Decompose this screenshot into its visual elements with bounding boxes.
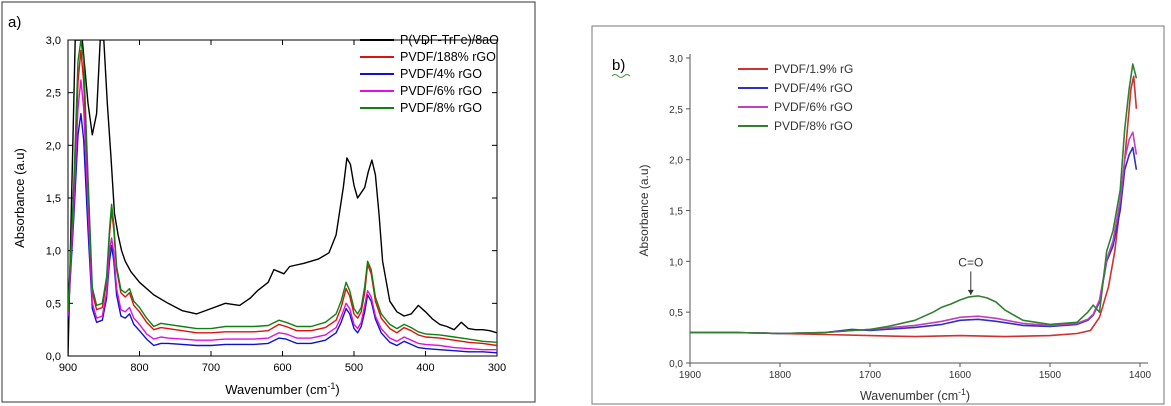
legend-label-a: PVDF/4% rGO — [400, 67, 482, 81]
x-tick-label-b: 1600 — [949, 370, 972, 381]
y-axis-label-a: Absorbance (a.u) — [12, 148, 27, 248]
x-axis-label-a: Wavenumber (cm-1) — [225, 381, 340, 397]
x-tick-label-a: 400 — [416, 362, 434, 374]
y-tick-label-a: 1,0 — [46, 246, 61, 258]
x-tick-label-a: 700 — [202, 362, 220, 374]
y-tick-label-b: 0,0 — [669, 359, 683, 370]
x-tick-label-b: 1800 — [769, 370, 792, 381]
x-tick-label-a: 600 — [273, 362, 291, 374]
panel-a-label: a) — [8, 14, 21, 31]
y-tick-label-b: 0,5 — [669, 308, 683, 319]
x-tick-label-b: 1700 — [859, 370, 882, 381]
y-tick-label-b: 2,0 — [669, 156, 683, 167]
x-tick-label-a: 900 — [59, 362, 77, 374]
x-tick-label-a: 500 — [345, 362, 363, 374]
y-tick-label-b: 3,0 — [669, 54, 683, 65]
x-tick-label-b: 1500 — [1039, 370, 1062, 381]
y-tick-label-b: 2,5 — [669, 105, 683, 116]
legend-label-b: PVDF/4% rGO — [774, 81, 853, 95]
x-tick-label-b: 1400 — [1129, 370, 1152, 381]
y-tick-label-b: 1,5 — [669, 207, 683, 218]
y-tick-label-a: 2,5 — [46, 88, 61, 100]
x-tick-label-a: 300 — [488, 362, 506, 374]
y-tick-label-a: 1,5 — [46, 193, 61, 205]
legend-label-b: PVDF/6% rGO — [774, 100, 853, 114]
x-tick-label-a: 800 — [130, 362, 148, 374]
y-tick-label-a: 2,0 — [46, 140, 61, 152]
panel-b-label: b) — [612, 57, 625, 74]
y-tick-label-a: 0,0 — [46, 351, 61, 363]
legend-label-b: PVDF/1.9% rG — [774, 62, 853, 76]
legend-label-a: PVDF/188% rGO — [400, 50, 496, 64]
legend-label-b: PVDF/8% rGO — [774, 119, 853, 133]
y-tick-label-a: 0,5 — [46, 298, 61, 310]
legend-label-a: P(VDF-TrFe)/8aO — [400, 33, 499, 47]
legend-label-a: PVDF/8% rGO — [400, 101, 482, 115]
y-tick-label-a: 3,0 — [46, 35, 61, 47]
x-axis-label-b: Wavenumber (cm-1) — [860, 387, 970, 403]
y-axis-label-b: Absorbance (a.u) — [637, 164, 651, 256]
annotation-label-b: C=O — [958, 255, 983, 269]
y-tick-label-b: 1,0 — [669, 257, 683, 268]
legend-label-a: PVDF/6% rGO — [400, 84, 482, 98]
x-tick-label-b: 1900 — [679, 370, 702, 381]
